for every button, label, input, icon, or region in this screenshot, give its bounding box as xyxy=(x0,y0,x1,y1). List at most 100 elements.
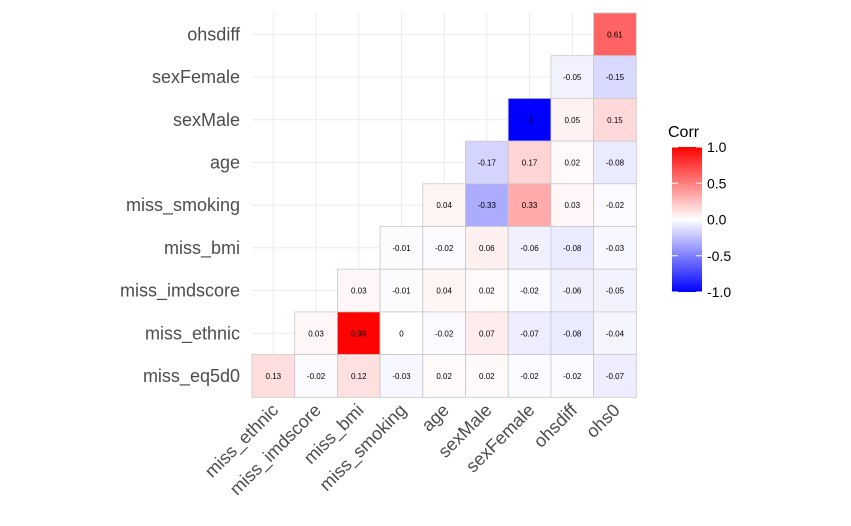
heatmap-cell xyxy=(379,226,424,270)
cell-value-label: -0.05 xyxy=(563,73,582,82)
cell-value-label: 0.99 xyxy=(351,329,367,338)
cell-value-label: -0.02 xyxy=(563,372,582,381)
cell-value-label: -0.08 xyxy=(563,329,582,338)
cell-value-label: 0.12 xyxy=(351,372,367,381)
y-tick-label: miss_bmi xyxy=(164,238,240,259)
heatmap-cell xyxy=(550,354,595,398)
cell-value-label: -0.02 xyxy=(435,329,454,338)
cell-value-label: 0.02 xyxy=(479,372,495,381)
legend-title: Corr xyxy=(668,124,700,141)
cell-value-label: -0.04 xyxy=(606,329,625,338)
cell-value-label: 0.03 xyxy=(564,201,580,210)
y-tick-label: miss_smoking xyxy=(126,195,240,216)
y-tick-label: miss_imdscore xyxy=(120,281,240,302)
legend-tick-label: 0.0 xyxy=(707,212,727,228)
cell-value-label: -0.01 xyxy=(392,244,411,253)
cell-value-label: 0.61 xyxy=(607,30,623,39)
heatmap-cell xyxy=(507,268,552,313)
heatmap-cell xyxy=(550,183,595,227)
heatmap-cell xyxy=(422,268,466,313)
y-tick-label: ohsdiff xyxy=(187,24,241,44)
y-tick-label: miss_eq5d0 xyxy=(143,366,240,387)
cell-value-label: 0.33 xyxy=(522,201,538,210)
legend-tick-label: 0.5 xyxy=(707,175,727,191)
cell-value-label: 0.03 xyxy=(351,287,367,296)
cell-value-label: -0.08 xyxy=(606,158,625,167)
cell-value-label: -0.06 xyxy=(520,244,539,253)
cell-value-label: 0.13 xyxy=(266,372,282,381)
cell-value-label: -0.07 xyxy=(520,329,539,338)
cell-value-label: 0.05 xyxy=(564,116,580,125)
heatmap-cell xyxy=(593,354,637,398)
cell-value-label: -0.17 xyxy=(478,158,497,167)
x-tick-label: ohs0 xyxy=(582,400,624,442)
y-tick-label: sexFemale xyxy=(152,67,240,87)
cell-value-label: 0.02 xyxy=(436,372,452,381)
heatmap-cell xyxy=(294,354,338,398)
heatmap-cell xyxy=(593,268,637,313)
heatmap-cell xyxy=(465,268,509,313)
cell-value-label: -0.05 xyxy=(606,287,625,296)
cell-value-label: 0.04 xyxy=(436,201,452,210)
heatmap-cell xyxy=(465,183,509,227)
cell-value-label: -0.02 xyxy=(606,201,625,210)
heatmap-cell xyxy=(593,311,637,355)
heatmap-cell xyxy=(379,268,424,313)
cell-value-label: -0.02 xyxy=(520,287,539,296)
heatmap-cell xyxy=(507,140,552,185)
cell-value-label: -0.06 xyxy=(563,287,582,296)
cell-value-label: -0.33 xyxy=(478,201,497,210)
heatmap-cell xyxy=(465,354,509,398)
heatmap-cells xyxy=(251,12,637,398)
y-tick-label: sexMale xyxy=(173,110,240,130)
y-tick-label: age xyxy=(210,152,240,172)
heatmap-cell xyxy=(336,354,381,398)
y-tick-label: miss_ethnic xyxy=(145,323,240,344)
heatmap-cell xyxy=(550,55,595,99)
cell-value-label: -0.02 xyxy=(435,244,454,253)
cell-value-label: -0.02 xyxy=(307,372,326,381)
cell-labels: 0.61 -0.05 -0.15 -1 0.05 0.15 -0.17 0.17 0.02 -0.… xyxy=(266,30,625,381)
legend-ticks: 1.0 0.5 0.0 -0.5 -1.0 xyxy=(672,139,731,300)
heatmap-cell xyxy=(507,183,552,227)
legend: Corr 1.0 0.5 0.0 -0.5 -1.0 xyxy=(668,124,731,300)
legend-tick-label: -0.5 xyxy=(707,248,731,264)
cell-value-label: 0.04 xyxy=(436,287,452,296)
heatmap-cell xyxy=(593,12,637,57)
heatmap-cell xyxy=(379,354,424,398)
cell-value-label: 0.17 xyxy=(522,158,538,167)
heatmap-cell xyxy=(422,354,466,398)
heatmap-cell xyxy=(550,268,595,313)
cell-value-label: 0 xyxy=(399,329,404,338)
cell-value-label: 0.02 xyxy=(564,158,580,167)
legend-tick-label: -1.0 xyxy=(707,284,731,300)
heatmap-cell xyxy=(593,183,637,227)
cell-value-label: -1 xyxy=(526,116,534,125)
heatmap-cell xyxy=(336,268,381,313)
heatmap-cell xyxy=(465,226,509,270)
cell-value-label: -0.01 xyxy=(392,287,411,296)
x-axis-labels: miss_ethnicmiss_imdscoremiss_bmimiss_smo… xyxy=(201,399,624,499)
heatmap-cell xyxy=(593,140,637,185)
cell-value-label: 0.06 xyxy=(479,244,495,253)
cell-value-label: -0.03 xyxy=(392,372,411,381)
heatmap-cell xyxy=(593,98,637,142)
cell-value-label: -0.15 xyxy=(606,73,625,82)
cell-value-label: -0.08 xyxy=(563,244,582,253)
heatmap-cell xyxy=(550,311,595,355)
cell-value-label: 0.15 xyxy=(607,116,623,125)
heatmap-cell xyxy=(593,55,637,99)
heatmap-cell xyxy=(422,311,466,355)
legend-tick-label: 1.0 xyxy=(707,139,727,155)
cell-value-label: 0.02 xyxy=(479,287,495,296)
cell-value-label: -0.07 xyxy=(606,372,625,381)
heatmap-cell xyxy=(507,226,552,270)
heatmap-cell xyxy=(379,311,424,355)
heatmap-cell xyxy=(422,226,466,270)
cell-value-label: -0.03 xyxy=(606,244,625,253)
cell-value-label: 0.07 xyxy=(479,329,495,338)
cell-value-label: 0.03 xyxy=(308,329,324,338)
x-tick-label: age xyxy=(418,400,453,435)
x-tick-label: ohsdiff xyxy=(530,399,582,451)
